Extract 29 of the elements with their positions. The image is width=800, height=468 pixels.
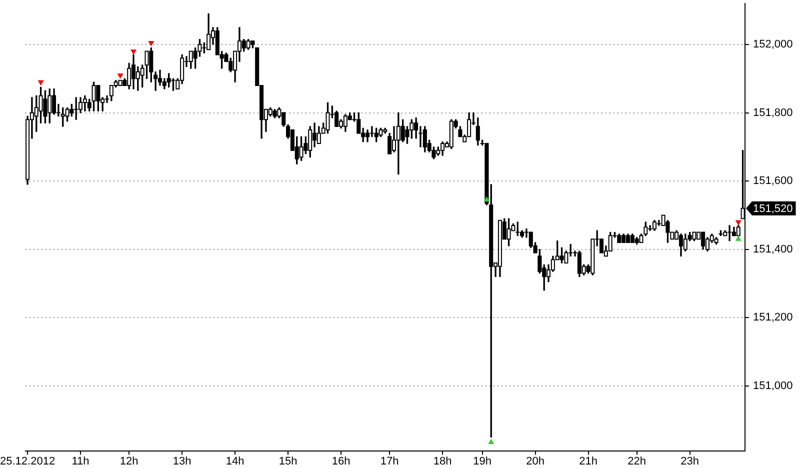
x-tick-label: 11h bbox=[72, 455, 90, 468]
y-tick-label: 151,000 bbox=[753, 380, 793, 392]
x-tick-label: 21h bbox=[579, 455, 598, 468]
point bbox=[735, 220, 742, 226]
y-tick-label: 151,200 bbox=[753, 312, 793, 324]
point bbox=[484, 196, 490, 202]
x-tick-label: 18h bbox=[433, 455, 452, 468]
point bbox=[488, 438, 494, 444]
point bbox=[117, 73, 124, 79]
text: 151,520 bbox=[753, 202, 793, 215]
x-tick-label: 23h bbox=[680, 455, 699, 468]
x-tick-label: 13h bbox=[172, 455, 192, 468]
x-tick-label: 15h bbox=[278, 455, 298, 468]
x-tick-label: 16h bbox=[332, 455, 350, 468]
y-tick-label: 152,000 bbox=[753, 38, 793, 51]
point bbox=[38, 80, 44, 86]
y-tick-label: 151,600 bbox=[753, 175, 793, 188]
point bbox=[130, 50, 137, 55]
y-tick-label: 151,400 bbox=[753, 243, 793, 256]
x-tick-label: 20h bbox=[526, 455, 544, 468]
x-tick-label: 12h bbox=[120, 455, 138, 468]
y-tick-label: 151,800 bbox=[753, 106, 793, 119]
point bbox=[735, 236, 742, 241]
x-tick-label: 19h bbox=[473, 455, 492, 468]
x-tick-label: 14h bbox=[226, 455, 244, 468]
point bbox=[148, 41, 154, 46]
x-tick-label: 17h bbox=[380, 455, 399, 468]
x-tick-label: 22h bbox=[628, 455, 646, 468]
x-tick-label: 25.12.2012 bbox=[0, 455, 56, 468]
